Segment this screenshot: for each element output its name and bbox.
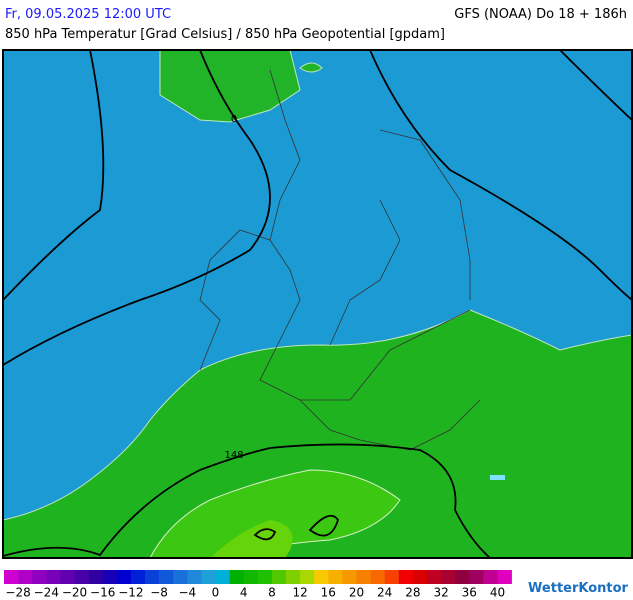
datetime: Fr, 09.05.2025 12:00 UTC [5, 7, 172, 22]
colorbar-swatch [60, 570, 75, 584]
colorbar-tick-label: 0 [212, 586, 220, 600]
colorbar-swatch [4, 570, 19, 584]
model-run: GFS (NOAA) Do 18 + 186h [454, 7, 627, 22]
colorbar-tick-label: 16 [321, 586, 336, 600]
colorbar-tick-label: −4 [178, 586, 196, 600]
colorbar-tick-label: 28 [405, 586, 420, 600]
colorbar-swatch [130, 570, 146, 584]
colorbar-swatch [116, 570, 132, 584]
colorbar-swatch [384, 570, 400, 584]
colorbar-swatch [243, 570, 259, 584]
colorbar-tick-label: −24 [34, 586, 59, 600]
colorbar-swatch [187, 570, 202, 584]
map-field [3, 50, 632, 558]
colorbar-tick-label: 4 [240, 586, 248, 600]
contour-label: 0 [231, 114, 237, 125]
colorbar-swatch [455, 570, 470, 584]
colorbar-tick-label: 32 [433, 586, 448, 600]
colorbar-tick-label: −28 [5, 586, 30, 600]
colorbar-swatch [215, 570, 230, 584]
colorbar-tick-label: 36 [462, 586, 477, 600]
colorbar-swatch [74, 570, 89, 584]
map-title: 850 hPa Temperatur [Grad Celsius] / 850 … [5, 27, 446, 42]
colorbar-tick-label: −12 [118, 586, 143, 600]
colorbar-swatch [328, 570, 343, 584]
colorbar-tick-label: 12 [292, 586, 307, 600]
colorbar-swatch [342, 570, 357, 584]
colorbar-swatch [427, 570, 442, 584]
colorbar-swatch [102, 570, 118, 584]
colorbar-tick-label: 20 [349, 586, 364, 600]
colorbar-swatch [201, 570, 216, 584]
colorbar-tick-label: −8 [150, 586, 168, 600]
colorbar-tick-label: 8 [268, 586, 276, 600]
contour-label: 148 [224, 450, 243, 461]
colorbar-swatch [46, 570, 61, 584]
colorbar-swatch [159, 570, 174, 584]
colorbar-swatch [398, 570, 414, 584]
colorbar-tick-label: −20 [62, 586, 87, 600]
colorbar-swatch [271, 570, 287, 584]
colorbar: −28 −24 −20 −16 −12 −8 −4 0 4 8 12 16 20 24 28 32 36 40 [4, 570, 512, 600]
colorbar-swatch [229, 570, 244, 584]
colorbar-swatch [300, 570, 315, 584]
colorbar-tick-label: 40 [490, 586, 505, 600]
colorbar-swatch [145, 570, 160, 584]
colorbar-swatch [497, 570, 512, 584]
logo: WetterKontor [528, 581, 629, 596]
colorbar-swatch [286, 570, 301, 584]
colorbar-tick-label: −16 [90, 586, 115, 600]
map-frame [2, 49, 633, 559]
colorbar-swatch [32, 570, 47, 584]
borders [199, 69, 481, 451]
colorbar-swatch [356, 570, 371, 584]
geopotential-contours [3, 50, 632, 558]
colorbar-swatch [18, 570, 33, 584]
colorbar-swatch [370, 570, 385, 584]
colorbar-swatch [88, 570, 103, 584]
colorbar-tick-label: 24 [377, 586, 392, 600]
colorbar-swatch [412, 570, 428, 584]
colorbar-swatch [173, 570, 188, 584]
colorbar-swatch [314, 570, 329, 584]
colorbar-swatch [469, 570, 484, 584]
colorbar-swatch [441, 570, 456, 584]
colorbar-swatch [257, 570, 273, 584]
colorbar-swatch [483, 570, 498, 584]
